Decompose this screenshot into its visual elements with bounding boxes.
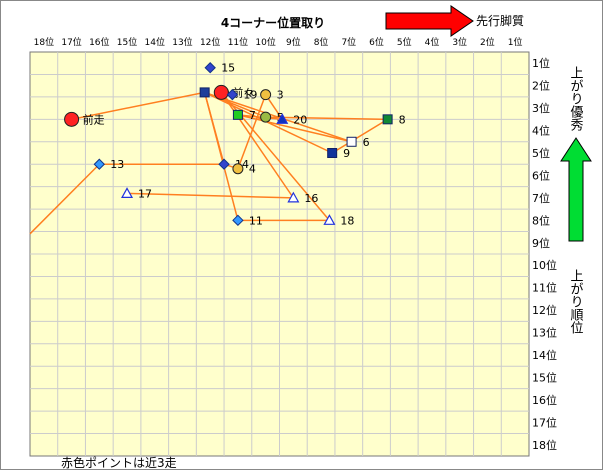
point-16-marker <box>287 191 300 203</box>
x-tick-label: 14位 <box>145 36 165 48</box>
point-4-marker <box>232 163 244 175</box>
arrow-label-senkou: 先行脚質 <box>476 13 524 28</box>
point-8-marker <box>382 114 393 125</box>
x-tick-label: 10位 <box>255 36 275 48</box>
point-15-label: 15 <box>221 62 235 75</box>
point-9-label: 9 <box>343 147 350 160</box>
arrow-label-agari-yushu: 上がり優秀 <box>568 66 584 132</box>
point-14-marker <box>218 158 230 170</box>
point-16-label: 16 <box>304 192 318 205</box>
y-tick-label: 1位 <box>532 56 550 70</box>
y-tick-label: 10位 <box>532 258 557 272</box>
point-11-marker <box>232 214 244 227</box>
y-tick-label: 17位 <box>532 415 557 429</box>
y-tick-label: 14位 <box>532 348 557 362</box>
y-tick-label: 12位 <box>532 303 557 317</box>
point-18-label: 18 <box>340 214 354 227</box>
connector-line <box>204 91 352 143</box>
point-13-label: 13 <box>110 158 124 171</box>
x-tick-label: 15位 <box>117 36 137 48</box>
point-前々-label: 前々 <box>232 85 254 99</box>
connector-line <box>71 91 205 121</box>
y-tick-label: 13位 <box>532 326 557 340</box>
x-tick-label: 3位 <box>452 36 467 48</box>
point-5-marker <box>260 111 272 123</box>
x-tick-label: 9位 <box>286 36 301 48</box>
point-13-marker <box>93 158 106 170</box>
x-tick-label: 8位 <box>314 36 329 48</box>
y-tick-label: 4位 <box>532 124 550 138</box>
y-tick-label: 7位 <box>532 191 550 205</box>
point-4-label: 4 <box>249 163 256 176</box>
connector-line <box>237 114 283 121</box>
x-tick-label: 11位 <box>228 36 248 48</box>
red-arrow-icon <box>385 5 474 37</box>
point-8-label: 8 <box>399 113 406 126</box>
y-tick-label: 9位 <box>532 236 550 250</box>
point-3-label: 3 <box>277 89 284 102</box>
x-tick-label: 2位 <box>480 36 495 48</box>
x-tick-label: 18位 <box>34 36 54 48</box>
x-tick-label: 4位 <box>425 36 440 48</box>
point-3-marker <box>260 89 272 101</box>
point-11-label: 11 <box>249 214 263 227</box>
y-tick-label: 5位 <box>532 146 550 160</box>
connector-line <box>331 118 389 154</box>
connector-line <box>127 192 294 199</box>
x-tick-label: 7位 <box>341 36 356 48</box>
y-tick-label: 11位 <box>532 281 557 295</box>
x-tick-label: 16位 <box>89 36 109 48</box>
point-19-marker <box>226 88 239 101</box>
point-7-marker <box>232 109 243 120</box>
connector-line <box>237 114 352 143</box>
connector-line <box>237 94 267 169</box>
footnote: 赤色ポイントは近3走 <box>61 456 177 470</box>
connector-line <box>29 163 100 235</box>
point-7-label: 7 <box>249 109 256 122</box>
point-19-label: 19 <box>243 89 257 102</box>
point-20-label: 20 <box>293 113 307 126</box>
x-tick-label: 17位 <box>61 36 81 48</box>
point-10-marker <box>199 87 210 98</box>
point-17-marker <box>121 187 134 198</box>
point-20-marker <box>276 113 289 124</box>
x-tick-label: 1位 <box>508 36 523 48</box>
green-arrow-icon <box>560 137 592 242</box>
point-9-marker <box>327 148 338 158</box>
y-tick-label: 8位 <box>532 213 550 227</box>
chart-title: 4コーナー位置取り <box>221 15 325 30</box>
y-tick-label: 16位 <box>532 393 557 407</box>
point-前走-marker <box>64 111 80 127</box>
y-tick-label: 15位 <box>532 370 557 384</box>
y-tick-label: 6位 <box>532 168 550 182</box>
point-6-label: 6 <box>363 136 370 149</box>
x-tick-label: 6位 <box>369 36 384 48</box>
x-tick-label: 5位 <box>397 36 412 48</box>
point-15-marker <box>204 62 216 74</box>
y-tick-label: 2位 <box>532 79 550 93</box>
y-tick-label: 18位 <box>532 438 557 452</box>
x-tick-label: 12位 <box>200 36 220 48</box>
point-6-marker <box>346 136 357 147</box>
y-tick-label: 3位 <box>532 101 550 115</box>
point-18-marker <box>323 214 336 225</box>
point-前々-marker <box>213 84 229 100</box>
arrow-label-agari-juni: 上がり順位 <box>568 269 584 334</box>
connector-line <box>265 116 388 121</box>
x-tick-label: 13位 <box>172 36 192 48</box>
point-前走-label: 前走 <box>83 112 105 126</box>
connector-line <box>203 92 239 221</box>
point-17-label: 17 <box>138 187 152 200</box>
